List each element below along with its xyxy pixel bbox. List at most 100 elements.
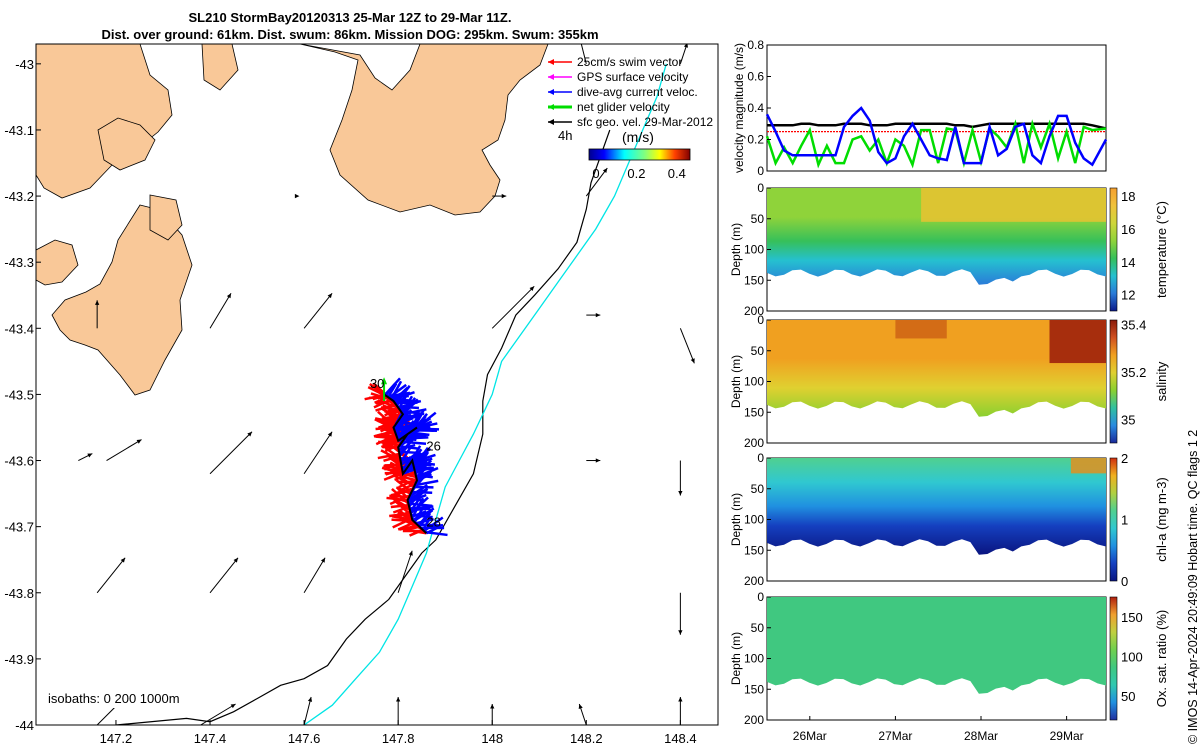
swim-vector xyxy=(377,390,396,405)
isobath-label-bg xyxy=(44,688,212,708)
swim-vector xyxy=(381,420,395,431)
geo-vector-head xyxy=(327,431,333,437)
legend-arrow xyxy=(548,104,554,110)
swim-vector xyxy=(393,425,412,434)
swim-vector xyxy=(395,479,413,493)
swim-vector xyxy=(391,515,413,522)
current-vector xyxy=(396,425,419,440)
heatmap-field xyxy=(767,597,1106,694)
current-vector xyxy=(406,417,427,436)
current-vector xyxy=(415,422,438,430)
current-vector xyxy=(409,431,430,437)
map-plot-area: 30 26 28 xyxy=(36,44,695,725)
heatmap-field xyxy=(767,320,1106,417)
current-vector xyxy=(409,497,422,513)
y-tick-label: 0.4 xyxy=(747,101,764,115)
current-vector xyxy=(400,452,417,466)
swim-vector xyxy=(387,432,409,444)
current-vector xyxy=(392,399,412,404)
colorbar-tick-label: 14 xyxy=(1121,255,1135,270)
y-tick-label: 150 xyxy=(744,682,764,696)
swim-vector xyxy=(377,425,397,436)
land-polygon xyxy=(36,44,173,199)
current-vector xyxy=(400,435,421,445)
swim-vector xyxy=(375,426,394,431)
swim-vector xyxy=(383,470,405,481)
swim-vector xyxy=(390,457,407,471)
swim-vector xyxy=(377,452,400,460)
swim-vector xyxy=(394,454,410,468)
y-tick-label: -43.6 xyxy=(4,454,34,469)
current-vector xyxy=(409,507,431,512)
heatmap-panel-frame xyxy=(766,187,1107,312)
swim-vector xyxy=(395,424,415,431)
current-vector xyxy=(413,415,427,430)
glider-track xyxy=(383,393,428,535)
current-vector xyxy=(408,423,426,435)
geo-vector-head xyxy=(226,293,232,299)
swim-vector xyxy=(388,455,410,467)
current-vector xyxy=(417,509,433,527)
current-vector xyxy=(415,517,434,525)
colorbar-tick-label: 150 xyxy=(1121,610,1143,625)
colorbar-tick-label: 1 xyxy=(1121,513,1128,528)
y-axis-label: velocity magnitude (m/s) xyxy=(732,43,746,173)
swim-vector xyxy=(374,394,391,401)
current-vector xyxy=(394,401,418,405)
colorbar xyxy=(1109,319,1118,444)
swim-vector xyxy=(375,435,398,440)
x-tick-label: 148 xyxy=(481,731,503,746)
current-vector xyxy=(410,423,430,434)
geo-vector-head xyxy=(327,293,333,299)
map-frame xyxy=(35,43,719,726)
current-vector xyxy=(398,440,413,457)
swim-vector xyxy=(389,494,411,506)
geo-vector-head xyxy=(678,630,683,635)
swim-vector xyxy=(385,467,408,476)
current-vector xyxy=(399,427,411,445)
y-axis-label: Depth (m) xyxy=(729,223,743,276)
colorbar-tick-label: 0.2 xyxy=(627,166,645,181)
swim-vector xyxy=(375,399,394,405)
current-vector xyxy=(401,455,412,473)
y-tick-label: 50 xyxy=(751,212,765,226)
swim-vector xyxy=(375,429,395,438)
swim-vector xyxy=(387,470,404,480)
geo-vector-head xyxy=(578,704,583,709)
current-vector xyxy=(409,431,428,437)
current-vector xyxy=(408,464,427,469)
geo-velocity-vector xyxy=(78,453,93,461)
current-vector xyxy=(394,416,414,427)
swim-vector xyxy=(380,406,400,412)
swim-vector xyxy=(397,521,416,531)
current-vector xyxy=(391,391,415,402)
current-vector xyxy=(413,451,430,473)
colorbar-tick-label: 18 xyxy=(1121,189,1135,204)
current-vector xyxy=(389,397,414,403)
y-tick-label: 0 xyxy=(757,451,764,465)
y-tick-label: 200 xyxy=(744,304,764,318)
current-vector xyxy=(410,453,427,464)
geo-vector-head xyxy=(678,491,683,496)
chart-title-line-2: Dist. over ground: 61km. Dist. swum: 86k… xyxy=(101,27,599,42)
current-vector xyxy=(410,413,423,432)
heatmap-field xyxy=(767,458,1106,555)
current-vector xyxy=(395,431,413,436)
y-tick-label: 50 xyxy=(751,621,765,635)
colorbar-tick-label: 2 xyxy=(1121,451,1128,466)
swim-vector xyxy=(380,415,402,425)
geo-velocity-vector xyxy=(397,550,413,593)
geo-vector-head xyxy=(529,286,535,292)
current-vector xyxy=(423,516,444,533)
y-tick-label: 0.6 xyxy=(747,70,764,84)
current-vector xyxy=(412,462,432,467)
colorbar-tick-label: 0 xyxy=(1121,574,1128,589)
current-vector xyxy=(398,450,420,455)
swim-vector xyxy=(390,496,411,510)
land-polygon xyxy=(201,44,239,91)
current-vector xyxy=(394,425,419,431)
current-vector xyxy=(414,479,439,487)
current-vector xyxy=(405,433,426,439)
colorbar-tick-label: 0 xyxy=(592,166,599,181)
swim-vector xyxy=(391,454,414,464)
